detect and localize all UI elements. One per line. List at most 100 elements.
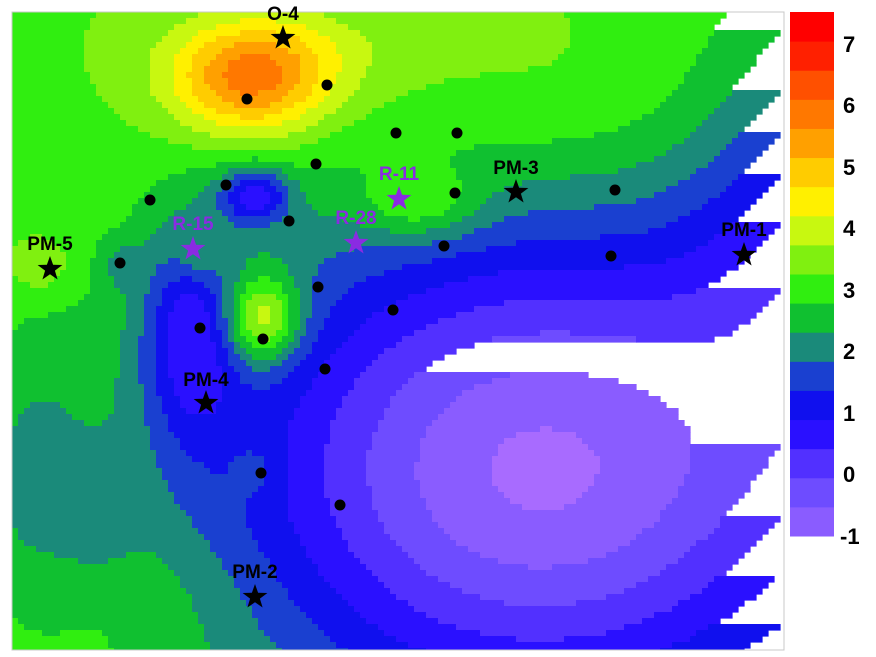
contour-cell: [492, 480, 595, 487]
contour-cell: [156, 360, 169, 367]
contour-cell: [126, 120, 181, 127]
contour-cell: [264, 630, 325, 637]
contour-cell: [450, 222, 493, 229]
contour-cell: [720, 192, 763, 199]
contour-cell: [420, 564, 529, 571]
contour-cell: [258, 546, 307, 553]
contour-cell: [186, 450, 247, 457]
contour-cell: [288, 306, 301, 313]
contour-cell: [204, 300, 217, 307]
contour-cell: [558, 54, 697, 61]
contour-cell: [252, 156, 259, 163]
contour-cell: [96, 246, 121, 253]
contour-cell: [330, 582, 385, 589]
contour-cell: [324, 366, 367, 373]
contour-cell: [504, 300, 769, 307]
contour-cell: [456, 252, 685, 259]
contour-cell: [720, 150, 763, 157]
contour-cell: [216, 120, 283, 127]
contour-cell: [630, 540, 697, 547]
contour-cell: [138, 342, 157, 349]
contour-cell: [564, 12, 727, 19]
contour-cell: [414, 474, 493, 481]
contour-cell: [198, 618, 259, 625]
contour-cell: [450, 582, 637, 589]
contour-cell: [138, 348, 157, 355]
contour-cell: [12, 612, 199, 619]
contour-cell: [570, 36, 709, 43]
contour-cell: [300, 288, 313, 295]
contour-cell: [144, 396, 163, 403]
contour-cell: [432, 258, 667, 265]
contour-cell: [174, 78, 193, 85]
contour-cell: [294, 162, 451, 169]
contour-cell: [12, 318, 25, 325]
contour-cell: [12, 552, 55, 559]
contour-cell: [492, 462, 601, 469]
contour-cell: [396, 96, 667, 103]
contour-cell: [12, 240, 19, 247]
contour-cell: [720, 102, 769, 109]
contour-cell: [84, 66, 151, 73]
contour-cell: [258, 252, 271, 259]
contour-cell: [354, 246, 487, 253]
contour-cell: [690, 132, 739, 139]
contour-cell: [312, 558, 361, 565]
contour-cell: [168, 414, 295, 421]
color-scale-legend: 7 6 5 4 3 2 1 0 -1: [790, 12, 860, 549]
contour-cell: [156, 336, 169, 343]
legend-swatch: [790, 12, 834, 42]
contour-cell: [318, 210, 385, 217]
well-point: [451, 127, 463, 139]
contour-cell: [246, 360, 283, 367]
contour-cell: [78, 558, 109, 565]
contour-cell: [324, 456, 367, 463]
contour-cell: [18, 414, 73, 421]
contour-cell: [66, 252, 97, 259]
contour-cell: [168, 312, 211, 319]
contour-cell: [372, 498, 427, 505]
contour-cell: [252, 354, 277, 361]
contour-cell: [300, 186, 367, 193]
contour-cell: [120, 354, 139, 361]
legend-swatch: [790, 99, 834, 129]
contour-cell: [288, 432, 331, 439]
contour-cell: [174, 24, 217, 31]
contour-cell: [462, 588, 625, 595]
contour-cell: [300, 72, 319, 79]
contour-cell: [258, 318, 271, 325]
contour-cell: [282, 348, 295, 355]
contour-cell: [324, 360, 373, 367]
contour-cell: [192, 600, 247, 607]
contour-cell: [114, 282, 151, 289]
contour-cell: [12, 48, 85, 55]
contour-cell: [300, 144, 475, 151]
contour-cell: [288, 468, 325, 475]
contour-cell: [216, 312, 223, 319]
contour-cell: [570, 174, 691, 181]
contour-cell: [276, 186, 289, 193]
contour-cell: [222, 336, 229, 343]
contour-cell: [114, 402, 145, 409]
contour-cell: [120, 330, 145, 337]
contour-cell: [282, 300, 289, 307]
contour-cell: [162, 294, 181, 301]
contour-cell: [222, 72, 283, 79]
contour-cell: [282, 288, 301, 295]
contour-cell: [372, 42, 571, 49]
contour-cell: [396, 390, 463, 397]
contour-cell: [204, 102, 235, 109]
contour-cell: [294, 522, 337, 529]
contour-cell: [306, 612, 361, 619]
contour-cell: [480, 594, 607, 601]
contour-cell: [678, 216, 739, 223]
contour-cell: [360, 372, 415, 379]
contour-cell: [156, 384, 175, 391]
contour-cell: [726, 186, 769, 193]
contour-cell: [84, 54, 151, 61]
contour-cell: [300, 36, 331, 43]
contour-cell: [12, 120, 127, 127]
contour-cell: [246, 600, 295, 607]
contour-cell: [654, 612, 733, 619]
contour-cell: [234, 312, 241, 319]
